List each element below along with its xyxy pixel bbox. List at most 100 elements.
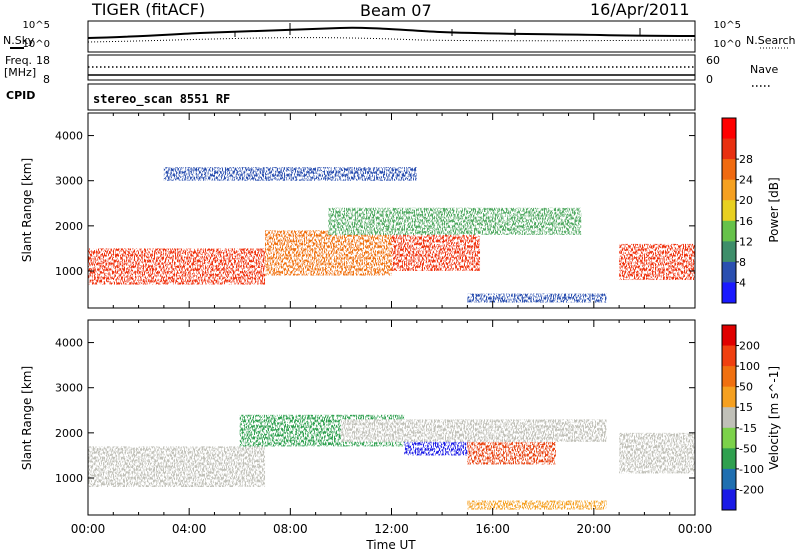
velocity-colorbar-tick-label: 50 (739, 381, 753, 394)
velocity-echo-region (88, 446, 266, 488)
power-colorbar-tick-label: 28 (739, 153, 753, 166)
power-colorbar-tick-label: 4 (739, 276, 746, 289)
power-colorbar-tick-label: 16 (739, 215, 753, 228)
x-tick-label: 04:00 (172, 522, 207, 536)
velocity-colorbar-tick-label: 200 (739, 340, 760, 353)
nsky-label: N.Sky (3, 34, 35, 47)
velocity-colorbar-segment (722, 407, 736, 429)
freq-tick-bottom: 8 (43, 73, 50, 86)
velocity-colorbar-segment (722, 325, 736, 347)
velocity-y-label: Slant Range [km] (20, 366, 34, 470)
power-y-tick-label: 3000 (55, 175, 83, 188)
freq-label-2: [MHz] (4, 66, 36, 79)
power-colorbar-segment (722, 220, 736, 242)
x-tick-label: 08:00 (273, 522, 308, 536)
cpid-strip-frame (87, 83, 696, 111)
velocity-echo-region (619, 432, 695, 474)
noise-right-tick-bottom: 10^0 (714, 39, 741, 50)
velocity-y-tick-label: 1000 (55, 472, 83, 485)
velocity-colorbar-segment (722, 366, 736, 388)
velocity-echo-region (467, 500, 607, 510)
velocity-echoes (88, 414, 695, 510)
noise-sky-line (87, 26, 696, 39)
x-tick-label: 16:00 (475, 522, 510, 536)
x-tick-label: 00:00 (678, 522, 713, 536)
velocity-colorbar-tick-label: 100 (739, 360, 760, 373)
power-echo-region (619, 243, 695, 281)
velocity-colorbar-frame (721, 324, 737, 511)
nave-tick-top: 60 (706, 54, 720, 67)
nave-label: Nave (750, 63, 778, 76)
power-y-tick-label: 4000 (55, 130, 83, 143)
velocity-y-tick-label: 2000 (55, 427, 83, 440)
velocity-colorbar-segment (722, 468, 736, 490)
velocity-colorbar-segment (722, 345, 736, 367)
beam-title: Beam 07 (360, 1, 432, 20)
power-colorbar-segment (722, 282, 736, 304)
power-echo-region (328, 207, 582, 235)
velocity-colorbar-tick-label: -200 (739, 483, 764, 496)
power-colorbar-tick-label: 8 (739, 256, 746, 269)
noise-spikes (234, 23, 641, 37)
power-colorbar-segment (722, 179, 736, 201)
nsearch-label: N.Search (746, 34, 796, 47)
power-colorbar-tick-label: 12 (739, 235, 753, 248)
nave-tick-bottom: 0 (706, 73, 713, 86)
power-echo-region (88, 248, 266, 285)
velocity-colorbar-tick-label: -50 (739, 442, 757, 455)
power-echoes (88, 167, 695, 303)
freq-strip-frame (87, 54, 696, 81)
velocity-colorbar-tick-label: -100 (739, 463, 764, 476)
power-y-axis: 1000 2000 3000 4000 (55, 130, 695, 278)
velocity-y-axis: 1000 2000 3000 4000 (55, 337, 695, 485)
x-axis-label: Time UT (365, 538, 416, 552)
power-colorbar-segment (722, 200, 736, 222)
velocity-echo-region (340, 419, 607, 442)
x-tick-label: 00:00 (71, 522, 106, 536)
power-colorbar-segment (722, 261, 736, 283)
noise-left-tick-top: 10^5 (23, 20, 50, 31)
x-tick-label: 20:00 (577, 522, 612, 536)
noise-right-tick-top: 10^5 (714, 20, 741, 31)
velocity-y-tick-label: 3000 (55, 382, 83, 395)
power-y-label: Slant Range [km] (20, 158, 34, 262)
cpid-label: CPID (6, 89, 35, 102)
power-y-tick-label: 1000 (55, 265, 83, 278)
station-title: TIGER (fitACF) (91, 0, 205, 19)
velocity-colorbar: 200 100 50 15 -15 -50 -100 -200 (721, 324, 764, 511)
velocity-colorbar-segment (722, 386, 736, 408)
x-tick-label: 12:00 (374, 522, 409, 536)
velocity-echo-region (467, 441, 556, 465)
power-colorbar-frame (721, 117, 737, 304)
power-x-ticks (87, 113, 696, 308)
power-colorbar: 4 8 12 16 20 24 28 (721, 117, 753, 304)
time-x-axis: 00:00 04:00 08:00 12:00 16:00 20:00 00:00 (71, 320, 713, 536)
power-echo-region (265, 230, 392, 276)
velocity-colorbar-label: Velocity [m s^-1] (767, 366, 781, 470)
velocity-y-tick-label: 4000 (55, 337, 83, 350)
cpid-value: stereo_scan 8551 RF (93, 92, 230, 107)
noise-left-tick-bottom: 10^0 (23, 39, 50, 50)
freq-label-1: Freq. (5, 54, 32, 67)
power-echo-region (467, 293, 607, 303)
power-colorbar-segment (722, 138, 736, 160)
power-colorbar-tick-label: 20 (739, 194, 753, 207)
noise-search-line (87, 37, 696, 43)
power-colorbar-tick-label: 24 (739, 174, 753, 187)
power-colorbar-segment (722, 159, 736, 181)
date-title: 16/Apr/2011 (590, 0, 690, 19)
freq-tick-top: 18 (36, 54, 50, 67)
power-panel: 1000 2000 3000 4000 Slant Range [km] (20, 112, 696, 309)
power-colorbar-segment (722, 241, 736, 263)
velocity-colorbar-tick-label: -15 (739, 422, 757, 435)
power-echo-region (163, 167, 417, 181)
power-y-tick-label: 2000 (55, 220, 83, 233)
power-colorbar-label: Power [dB] (767, 177, 781, 242)
power-colorbar-segment (722, 118, 736, 140)
velocity-colorbar-segment (722, 448, 736, 470)
velocity-colorbar-segment (722, 427, 736, 449)
velocity-colorbar-segment (722, 489, 736, 511)
velocity-colorbar-tick-label: 15 (739, 401, 753, 414)
